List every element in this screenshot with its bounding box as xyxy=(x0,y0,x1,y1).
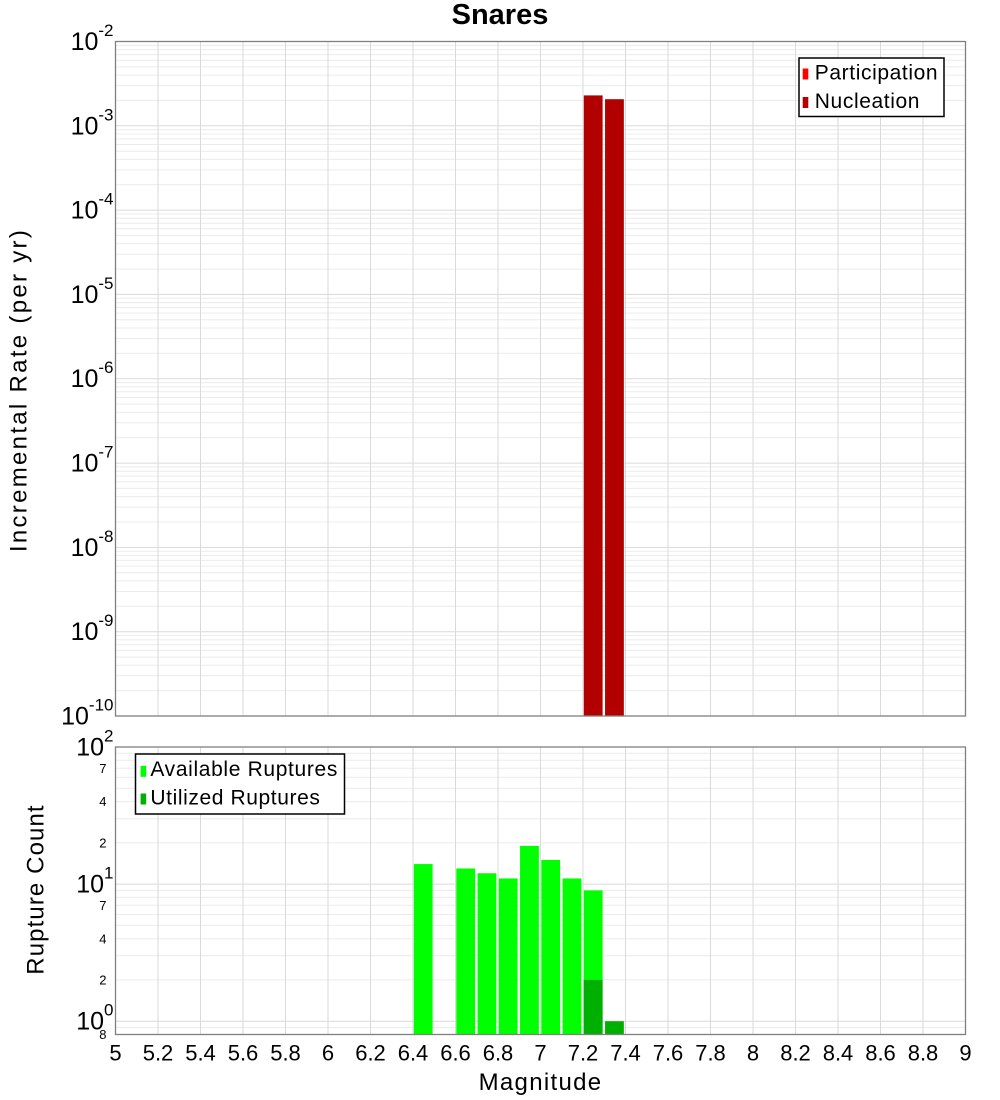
svg-text:Utilized Ruptures: Utilized Ruptures xyxy=(150,787,320,810)
svg-text:Participation: Participation xyxy=(815,61,938,84)
svg-text:6: 6 xyxy=(322,1041,334,1066)
svg-text:Incremental Rate (per yr): Incremental Rate (per yr) xyxy=(5,228,32,552)
svg-text:8.8: 8.8 xyxy=(908,1041,939,1066)
svg-text:4: 4 xyxy=(99,931,106,946)
svg-text:5.8: 5.8 xyxy=(270,1041,301,1066)
svg-text:7: 7 xyxy=(534,1041,546,1066)
svg-text:7: 7 xyxy=(99,898,106,913)
svg-text:8: 8 xyxy=(747,1041,759,1066)
svg-text:Magnitude: Magnitude xyxy=(479,1069,603,1096)
svg-text:6.2: 6.2 xyxy=(355,1041,386,1066)
svg-text:Nucleation: Nucleation xyxy=(815,90,920,113)
svg-text:9: 9 xyxy=(959,1041,971,1066)
svg-text:6.8: 6.8 xyxy=(483,1041,514,1066)
svg-text:8.4: 8.4 xyxy=(823,1041,854,1066)
svg-text:7: 7 xyxy=(99,761,106,776)
svg-text:6.4: 6.4 xyxy=(398,1041,429,1066)
svg-text:7.4: 7.4 xyxy=(610,1041,641,1066)
svg-text:8: 8 xyxy=(99,1027,106,1042)
svg-text:8.6: 8.6 xyxy=(865,1041,896,1066)
svg-text:7.6: 7.6 xyxy=(653,1041,684,1066)
svg-text:2: 2 xyxy=(99,973,106,988)
svg-text:4: 4 xyxy=(99,794,106,809)
svg-text:Rupture Count: Rupture Count xyxy=(22,804,49,974)
svg-text:5: 5 xyxy=(109,1041,121,1066)
svg-text:7.2: 7.2 xyxy=(568,1041,599,1066)
svg-text:6.6: 6.6 xyxy=(440,1041,471,1066)
svg-text:2: 2 xyxy=(99,835,106,850)
svg-text:8.2: 8.2 xyxy=(780,1041,811,1066)
svg-text:5.2: 5.2 xyxy=(143,1041,174,1066)
svg-text:5.4: 5.4 xyxy=(185,1041,216,1066)
svg-text:7.8: 7.8 xyxy=(695,1041,726,1066)
svg-text:Snares: Snares xyxy=(452,0,549,31)
svg-text:Available Ruptures: Available Ruptures xyxy=(150,758,338,781)
svg-text:5.6: 5.6 xyxy=(228,1041,259,1066)
